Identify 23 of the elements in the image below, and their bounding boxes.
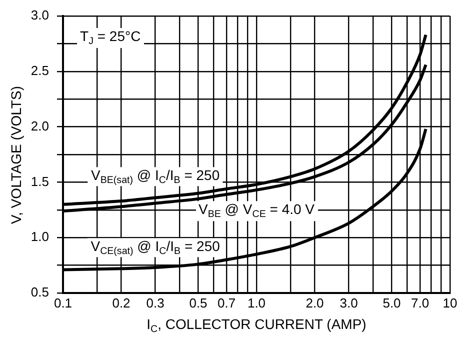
y-tick-label: 0.5 [30,284,49,300]
x-tick-label: 0.5 [189,295,208,310]
y-axis-title: V, VOLTAGE (VOLTS) [8,86,24,224]
x-tick-label: 10 [442,295,458,310]
y-tick-label: 2.0 [30,118,49,134]
x-tick-label: 0.7 [217,295,236,310]
x-tick-label: 0.1 [54,295,72,310]
annotation: T$_{J}$ = 25°C [77,28,144,48]
series-label: V$_{BE}$ @ V$_{CE}$ = 4.0 V [195,201,318,221]
y-tick-label: 3.0 [30,8,49,23]
x-tick-label: 7.0 [410,295,430,310]
x-tick-label: 3.0 [340,295,358,310]
x-tick-label: 0.3 [146,295,164,310]
series-label: V$_{CE(sat)}$ @ I$_{C}$/I$_{B}$ = 250 [88,238,223,258]
series-label: V$_{BE(sat)}$ @ I$_{C}$/I$_{B}$ = 250 [88,166,223,187]
y-tick-label: 1.0 [30,229,49,244]
x-tick-label: 5.0 [382,295,401,310]
y-tick-label: 2.5 [30,62,49,78]
x-tick-label: 1.0 [247,295,266,310]
x-tick-label: 0.2 [112,295,130,310]
x-tick-label: 2.0 [306,295,324,310]
x-axis-title: I$_{C}$, COLLECTOR CURRENT (AMP) [146,316,368,336]
y-tick-label: 1.5 [30,174,49,189]
